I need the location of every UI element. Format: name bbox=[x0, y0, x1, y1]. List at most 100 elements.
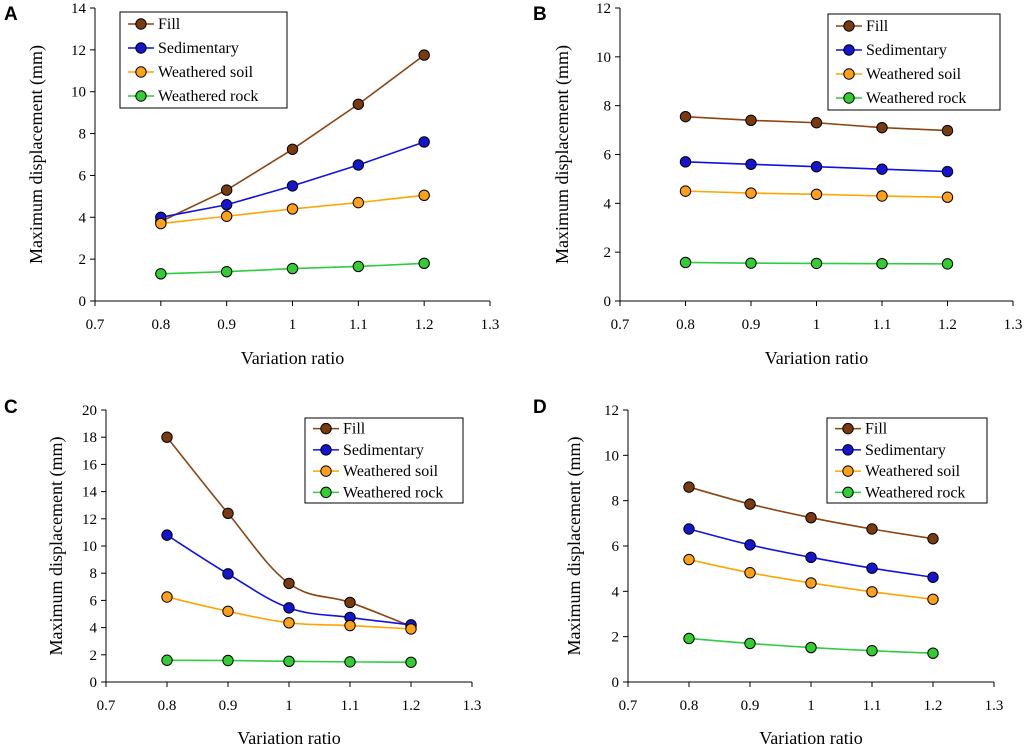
y-tick-label: 0 bbox=[90, 675, 98, 691]
x-tick-label: 0.8 bbox=[680, 698, 699, 714]
y-tick-label: 2 bbox=[90, 648, 98, 664]
data-point bbox=[927, 533, 939, 545]
y-tick-label: 0 bbox=[604, 294, 612, 310]
legend-box bbox=[304, 417, 464, 504]
legend-label: Weathered rock bbox=[343, 484, 443, 501]
series-fill bbox=[683, 481, 939, 545]
data-point bbox=[283, 655, 295, 668]
legend-label: Fill bbox=[865, 421, 888, 438]
x-tick-label: 0.8 bbox=[158, 698, 177, 714]
data-point bbox=[344, 596, 356, 609]
data-point bbox=[220, 266, 233, 278]
data-point bbox=[405, 656, 417, 668]
data-point bbox=[941, 124, 954, 137]
data-point bbox=[941, 165, 954, 178]
chart-panel-d: D 0 2 4 6 8 10 12 0.7 0.8 0.9 1 1.1 1.2 1.3 Variation r… bbox=[533, 397, 1003, 747]
x-tick-label: 0.9 bbox=[742, 317, 761, 333]
x-axis-title: Variation ratio bbox=[759, 728, 862, 747]
legend-swatch-marker bbox=[842, 444, 854, 456]
data-point bbox=[810, 117, 823, 129]
data-point bbox=[405, 623, 417, 635]
data-point bbox=[352, 196, 365, 209]
legend-label: Sedimentary bbox=[343, 442, 424, 459]
y-tick-label: 6 bbox=[79, 168, 87, 184]
x-tick-label: 0.9 bbox=[217, 317, 236, 333]
x-tick-label: 0.7 bbox=[611, 317, 630, 333]
x-tick-label: 1.1 bbox=[863, 698, 882, 714]
legend: Fill Sedimentary Weathered soil Weathered r… bbox=[827, 13, 1001, 111]
panel-label: D bbox=[533, 397, 547, 418]
data-point bbox=[344, 656, 356, 668]
y-tick-label: 12 bbox=[71, 43, 86, 59]
legend-label: Weathered rock bbox=[158, 88, 258, 105]
legend-label: Fill bbox=[343, 421, 366, 438]
legend-label: Weathered rock bbox=[866, 90, 966, 107]
x-tick-label: 0.8 bbox=[676, 317, 695, 333]
y-tick-label: 16 bbox=[82, 457, 98, 473]
y-tick-label: 8 bbox=[612, 494, 620, 510]
legend-swatch-marker bbox=[320, 444, 332, 456]
legend-label: Fill bbox=[866, 18, 889, 35]
data-point bbox=[745, 187, 757, 199]
y-tick-label: 12 bbox=[604, 403, 619, 419]
x-tick-label: 0.7 bbox=[97, 698, 116, 714]
y-tick-label: 10 bbox=[604, 448, 619, 464]
data-point bbox=[876, 163, 888, 175]
y-tick-label: 2 bbox=[612, 630, 620, 646]
data-point bbox=[155, 268, 167, 280]
y-tick-label: 4 bbox=[90, 621, 98, 637]
data-point bbox=[810, 188, 823, 200]
x-tick-label: 0.7 bbox=[86, 317, 105, 333]
data-point bbox=[418, 257, 430, 270]
data-point bbox=[866, 523, 878, 535]
legend-swatch-marker bbox=[843, 92, 855, 104]
data-point bbox=[810, 257, 823, 270]
legend-swatch-marker bbox=[320, 486, 332, 499]
x-tick-label: 1.2 bbox=[938, 317, 957, 333]
data-point bbox=[161, 591, 173, 603]
data-point bbox=[222, 568, 234, 580]
legend-label: Sedimentary bbox=[865, 442, 946, 459]
legend-swatch-marker bbox=[842, 465, 854, 477]
y-tick-label: 10 bbox=[82, 539, 97, 555]
data-point bbox=[805, 641, 817, 654]
x-tick-label: 1.1 bbox=[349, 317, 368, 333]
legend: Fill Sedimentary Weathered soil Weathered r… bbox=[304, 417, 464, 504]
legend-swatch-marker bbox=[135, 42, 147, 54]
series-weathered-rock bbox=[683, 632, 939, 659]
data-point bbox=[805, 511, 817, 524]
data-point bbox=[352, 98, 365, 110]
y-tick-label: 2 bbox=[79, 252, 87, 268]
y-tick-label: 6 bbox=[604, 148, 612, 164]
y-tick-label: 14 bbox=[71, 1, 87, 17]
legend-label: Weathered soil bbox=[866, 66, 962, 83]
data-point bbox=[418, 49, 430, 61]
y-tick-label: 6 bbox=[612, 539, 620, 555]
data-point bbox=[220, 184, 233, 196]
chart-panel-b: B 0 2 4 6 8 10 12 0.7 0.8 0.9 1 1.1 1.2 1.3 Variation r… bbox=[533, 1, 1022, 368]
legend-swatch-marker bbox=[320, 422, 332, 435]
data-point bbox=[352, 260, 365, 273]
series-weathered-rock bbox=[155, 257, 430, 280]
x-tick-label: 1.1 bbox=[341, 698, 360, 714]
panel-label: B bbox=[533, 4, 547, 25]
data-point bbox=[679, 185, 692, 197]
data-point bbox=[286, 203, 299, 215]
data-point bbox=[155, 217, 167, 230]
legend-swatch-marker bbox=[842, 486, 854, 499]
legend-label: Weathered soil bbox=[343, 463, 439, 480]
legend-label: Fill bbox=[158, 16, 181, 33]
data-point bbox=[866, 645, 878, 657]
chart-panel-c: C 0 2 4 6 8 10 12 14 16 18 20 0.7 0.8 0.9 1 1.1 1.2 1.3 Var… bbox=[4, 397, 481, 747]
data-point bbox=[744, 498, 756, 510]
data-point bbox=[161, 654, 173, 666]
x-axis-title: Variation ratio bbox=[241, 348, 344, 368]
data-point bbox=[805, 551, 817, 564]
x-tick-label: 1.1 bbox=[873, 317, 892, 333]
y-tick-label: 14 bbox=[82, 485, 98, 501]
data-point bbox=[683, 523, 695, 535]
data-point bbox=[222, 605, 234, 617]
data-point bbox=[745, 114, 757, 127]
data-point bbox=[876, 190, 888, 202]
